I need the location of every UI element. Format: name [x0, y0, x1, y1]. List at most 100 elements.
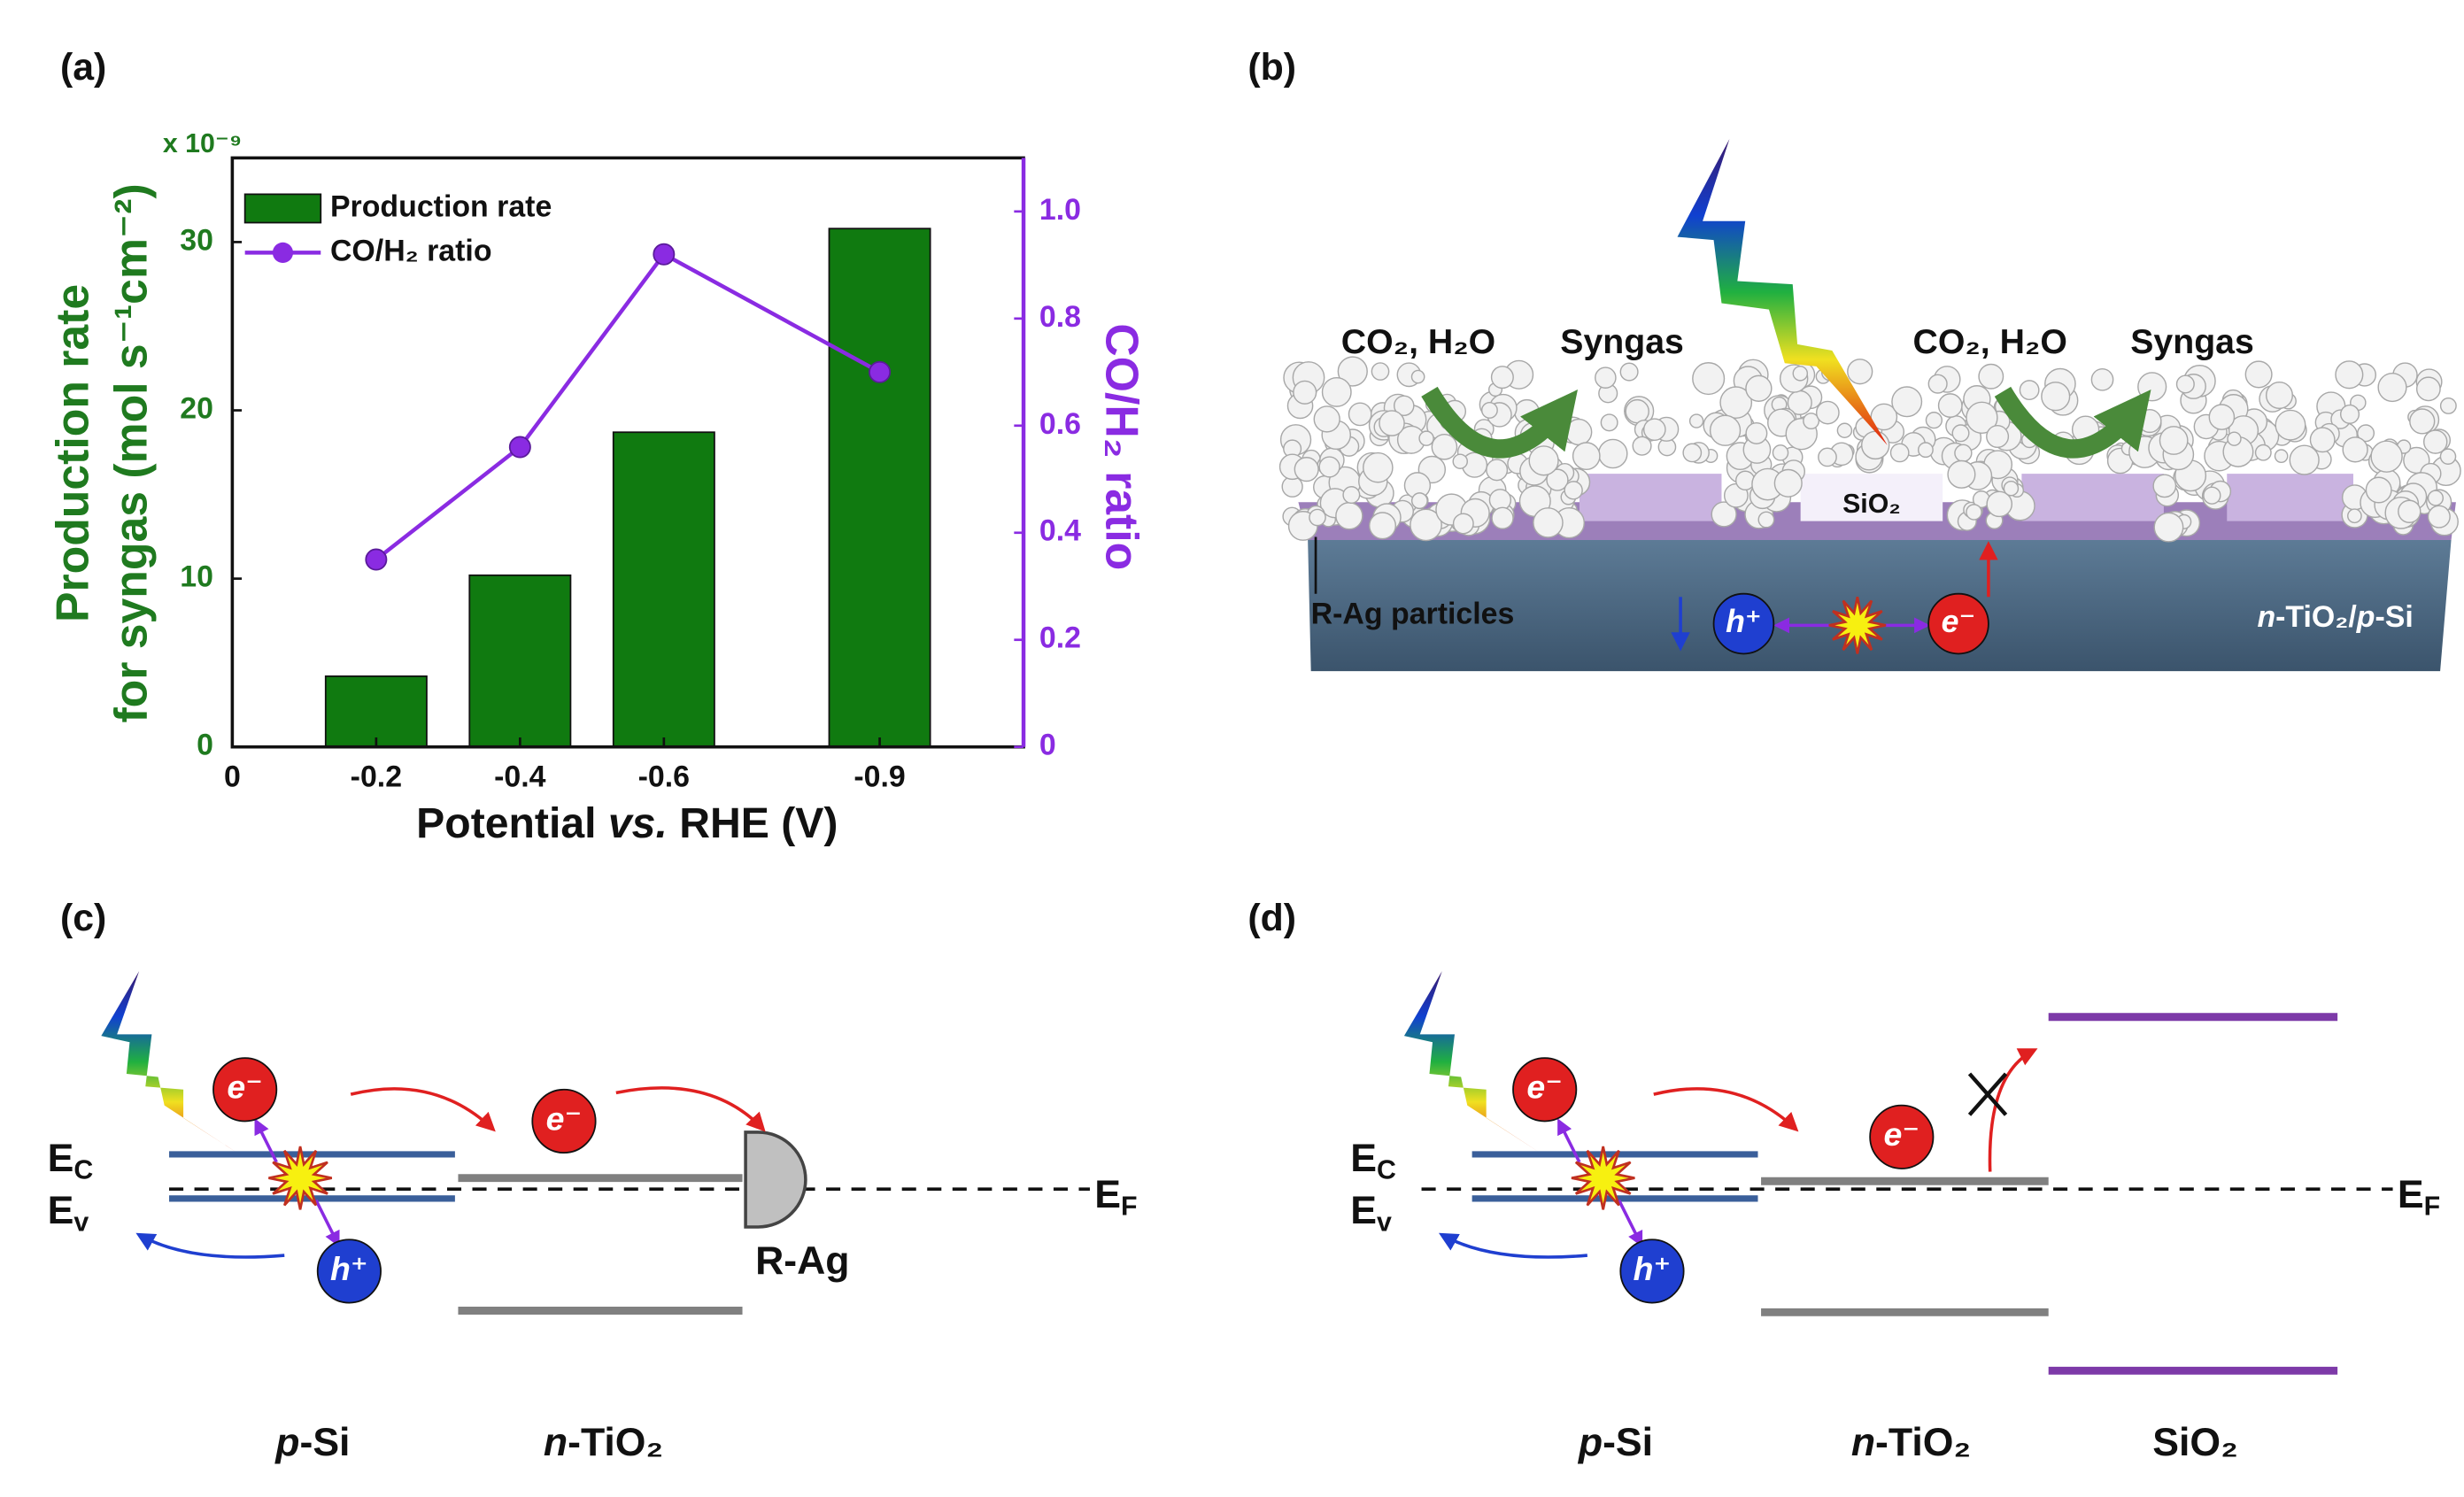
- particle: [1348, 402, 1372, 427]
- y2-tick-label: 0: [1039, 729, 1056, 762]
- particle: [2427, 490, 2444, 506]
- particle: [1773, 468, 1803, 498]
- y-tick-label: 30: [180, 223, 213, 257]
- star: [1828, 596, 1887, 654]
- subscript: F: [1121, 1192, 1138, 1222]
- x-axis-title: Potential vs. RHE (V): [416, 799, 838, 847]
- particle: [2409, 408, 2436, 435]
- particle: [2203, 486, 2221, 505]
- y2-tick-label: 0.8: [1039, 300, 1081, 334]
- particle: [1410, 369, 1425, 384]
- excitation: [268, 1146, 333, 1210]
- arrow: [1653, 1087, 1799, 1132]
- substrate-part: -TiO₂/: [2275, 600, 2357, 634]
- particle: [1954, 444, 1973, 462]
- particle: [1480, 401, 1498, 419]
- contact-label: R-Ag: [755, 1239, 849, 1283]
- particle: [1757, 511, 1775, 529]
- particle: [1564, 481, 1583, 500]
- particle: [1452, 453, 1468, 469]
- particle: [2415, 376, 2441, 402]
- symbol: E: [1350, 1189, 1377, 1232]
- electron: [1512, 1057, 1578, 1123]
- subscript: F: [2424, 1192, 2441, 1222]
- particle: [1632, 436, 1652, 456]
- particle: [1925, 412, 1943, 429]
- particle: [1309, 508, 1326, 527]
- particle: [1625, 398, 1649, 424]
- panel-label: (d): [1247, 897, 1296, 939]
- y-tick-label: 20: [180, 391, 213, 425]
- particle: [2137, 372, 2167, 402]
- particle: [2439, 448, 2457, 465]
- layer-name: SiO₂: [2152, 1421, 2238, 1464]
- particle: [1719, 386, 1753, 420]
- substrate-label: n-TiO₂/p-Si: [2257, 600, 2413, 634]
- x-title-part: Potential: [416, 799, 608, 847]
- y2-tick-label: 0.6: [1039, 407, 1081, 441]
- symbol: E: [2398, 1173, 2424, 1216]
- bar: [828, 228, 931, 748]
- panel-label: (c): [60, 897, 106, 939]
- particle: [2041, 382, 2071, 412]
- legend: Production rate CO/H₂ ratio: [243, 189, 552, 267]
- particle: [2398, 499, 2422, 523]
- particle: [1318, 456, 1340, 478]
- particle: [1533, 507, 1564, 538]
- particle: [1313, 405, 1340, 433]
- particle: [1818, 447, 1837, 467]
- particle: [1597, 438, 1628, 469]
- panel-c: (c) e⁻ e⁻ h⁺ EC Ev EF R-Ag p-Si n-TiO₂: [48, 897, 1138, 1464]
- excitation: [1571, 1146, 1635, 1210]
- particle: [1709, 414, 1742, 446]
- light-bolt: [1677, 138, 1888, 446]
- particle: [1565, 418, 1593, 446]
- particles-label: R-Ag particles: [1311, 598, 1515, 631]
- arrow: [350, 1087, 496, 1132]
- layer-name: -TiO₂: [568, 1421, 663, 1464]
- subscript: C: [73, 1156, 93, 1185]
- arrow: [1988, 1048, 2038, 1172]
- layer-name: -TiO₂: [1875, 1421, 1971, 1464]
- light-bolt: [1403, 971, 1541, 1154]
- particle: [1486, 459, 1509, 482]
- blocked-mark: [1967, 1072, 2008, 1116]
- arrow: [314, 1199, 340, 1247]
- layer-label: n-TiO₂: [1851, 1421, 1971, 1464]
- x-tick-label: 0: [224, 760, 241, 793]
- layer-italic: n: [1851, 1421, 1875, 1464]
- particle: [2019, 380, 2040, 401]
- panel-label: (b): [1247, 46, 1296, 89]
- particle: [2335, 360, 2364, 390]
- particle: [2274, 449, 2289, 463]
- particle: [2342, 436, 2368, 463]
- particle: [1342, 486, 1361, 505]
- particle: [1951, 424, 1970, 443]
- particle: [1745, 421, 1768, 444]
- particle: [1692, 362, 1726, 396]
- particle: [1986, 490, 2013, 518]
- electron-label: e⁻: [1942, 604, 1976, 639]
- particle: [1836, 422, 1853, 438]
- reaction-arrow: [1421, 386, 1579, 459]
- particle: [2370, 440, 2403, 473]
- layer-label: p-Si: [274, 1421, 350, 1464]
- sio2-window: [2021, 474, 2164, 521]
- legend-swatch: [272, 242, 294, 263]
- panel-d: (d) e⁻ e⁻ h⁺ EC Ev EF p-Si n-TiO₂ SiO₂: [1247, 897, 2440, 1464]
- line-point: [653, 243, 676, 266]
- particle: [1745, 374, 1773, 402]
- particle: [1682, 443, 1703, 463]
- legend-swatch: [243, 193, 322, 224]
- particle: [1490, 366, 1514, 390]
- ec-label: EC: [1350, 1137, 1396, 1185]
- hole-label: h⁺: [1726, 604, 1762, 639]
- light-bolt: [101, 971, 237, 1154]
- particle: [1595, 367, 1617, 389]
- particle: [1337, 356, 1368, 387]
- particle: [1772, 444, 1789, 461]
- layer-name: -Si: [299, 1421, 350, 1464]
- particle: [2377, 372, 2407, 403]
- electron: [1869, 1104, 1935, 1169]
